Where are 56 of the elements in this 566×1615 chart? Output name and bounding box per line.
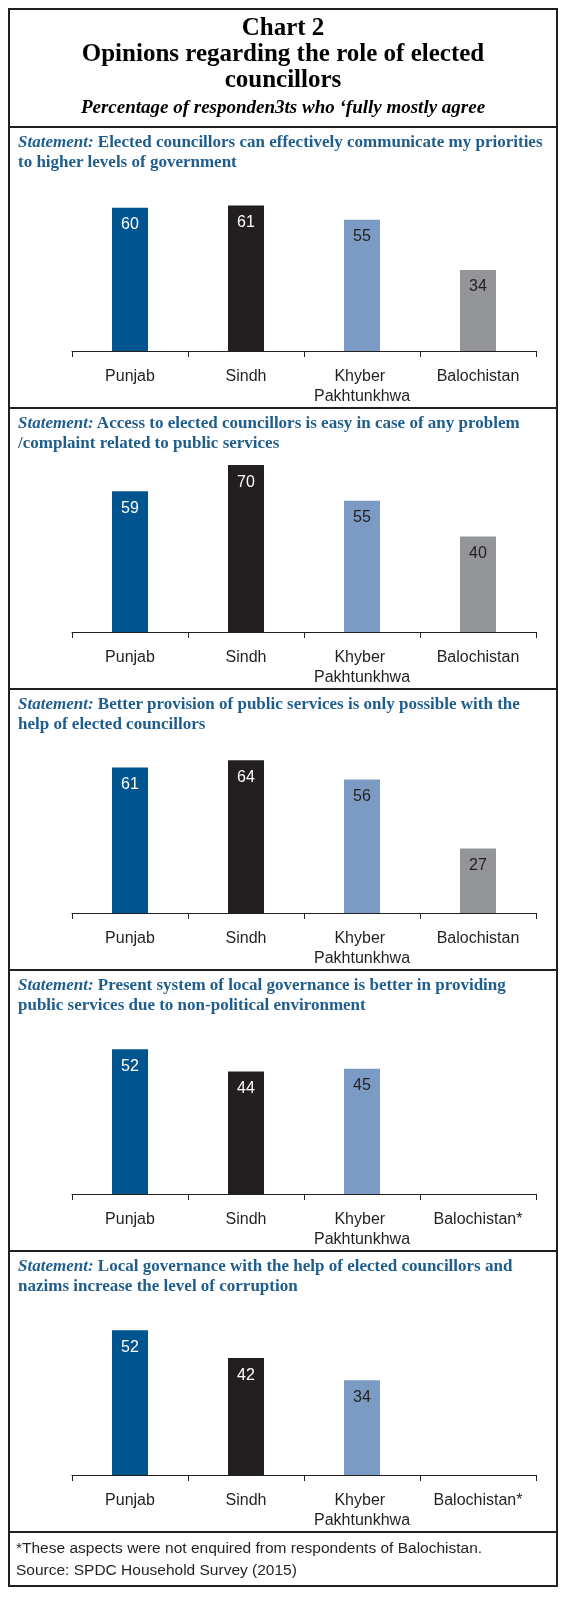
data-label: 55 [353, 508, 371, 526]
data-label: 52 [121, 1056, 139, 1074]
bar [112, 207, 148, 351]
bar [344, 500, 380, 632]
data-label: 55 [353, 227, 371, 245]
x-tick-label: Punjab [105, 1209, 156, 1227]
data-label: 64 [237, 767, 255, 785]
x-tick-label: Sindh [225, 1490, 267, 1508]
text: Statement: Access to elected councillors is easy in case of any problem /complaint related to public services [17, 412, 521, 453]
data-label: 45 [353, 1076, 371, 1094]
x-tick-label: Khyber Pakhtunkhwa [313, 366, 411, 404]
data-label: 70 [237, 472, 255, 490]
data-label: 44 [237, 1079, 255, 1097]
data-label: 34 [469, 277, 487, 295]
data-label: 61 [237, 212, 255, 230]
x-tick-label: Punjab [105, 366, 156, 384]
data-label: 42 [237, 1365, 255, 1383]
data-label: 40 [469, 544, 487, 562]
x-tick-label: Balochistan* [433, 1209, 523, 1227]
data-label: 27 [469, 856, 487, 874]
x-tick-label: Khyber Pakhtunkhwa [313, 928, 411, 966]
x-tick-label: Balochistan [436, 647, 520, 665]
x-tick-label: Sindh [225, 647, 267, 665]
x-tick-label: Khyber Pakhtunkhwa [313, 647, 411, 685]
data-label: 59 [121, 498, 139, 516]
bar [344, 779, 380, 913]
bar [460, 269, 496, 351]
x-tick-label: Khyber Pakhtunkhwa [313, 1209, 411, 1247]
x-tick-label: Sindh [225, 366, 267, 384]
data-label: 56 [353, 786, 371, 804]
x-tick-label: Punjab [105, 647, 156, 665]
x-tick-label: Punjab [105, 1490, 156, 1508]
source-note: Source: SPDC Household Survey (2015) [16, 1560, 298, 1580]
x-tick-label: Khyber Pakhtunkhwa [313, 1490, 411, 1528]
text: Statement: Elected councillors can effectively communicate my priorities to higher levels of government [17, 131, 544, 172]
x-tick-label: Sindh [225, 928, 267, 946]
bar [460, 848, 496, 913]
data-label: 52 [121, 1337, 139, 1355]
bar [344, 219, 380, 351]
x-tick-label: Balochistan* [433, 1490, 523, 1508]
text: *These aspects were not enquired from respondents of Balochistan. [16, 1538, 484, 1558]
text: Statement: Present system of local governance is better in providing public services due to non-political environment [17, 974, 507, 1015]
chart-subtitle: Percentage of responden3ts who ‘fully mostly agree [79, 96, 487, 118]
bar [460, 536, 496, 632]
bar [112, 767, 148, 913]
bar [112, 491, 148, 632]
data-label: 60 [121, 215, 139, 233]
data-label: 61 [121, 774, 139, 792]
text: Statement: Better provision of public services is only possible with the help of elected councillors [17, 693, 521, 734]
data-label: 34 [353, 1387, 371, 1405]
text: Statement: Local governance with the help of elected councillors and nazims increase the level of corruption [17, 1255, 514, 1296]
chart-title: Chart 2 Opinions regarding the role of elected councillors [80, 13, 486, 92]
x-tick-label: Balochistan [436, 366, 520, 384]
x-tick-label: Punjab [105, 928, 156, 946]
x-tick-label: Balochistan [436, 928, 520, 946]
x-tick-label: Sindh [225, 1209, 267, 1227]
